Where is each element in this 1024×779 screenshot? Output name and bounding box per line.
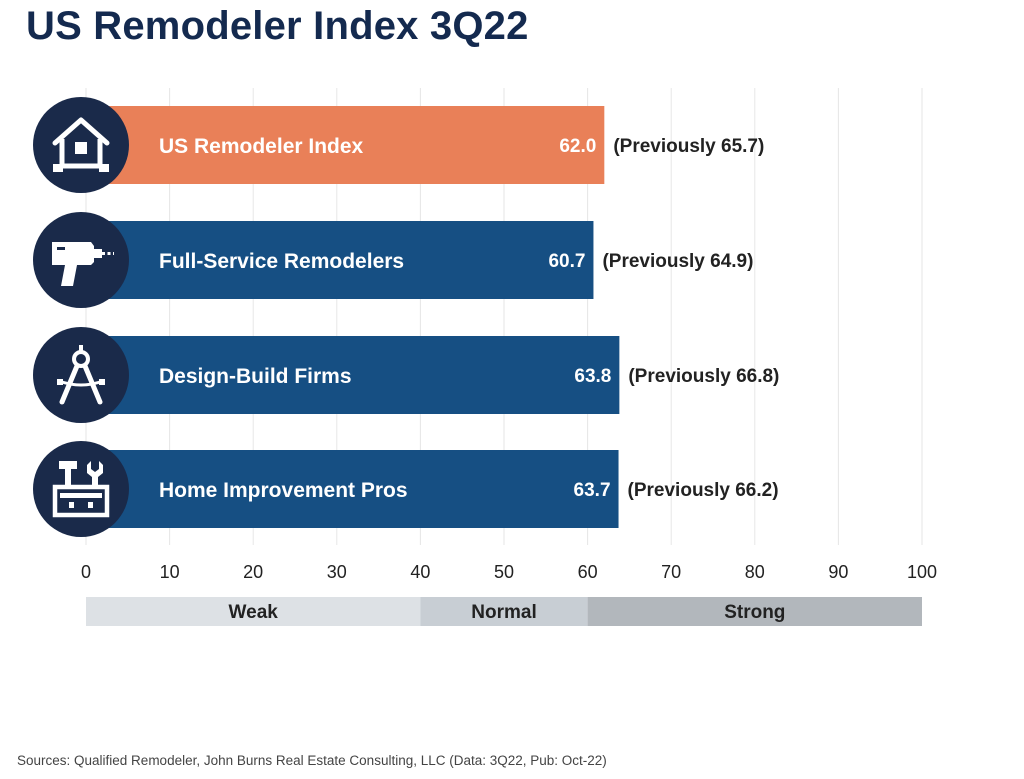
compass-arc-end-right <box>99 379 105 385</box>
band-strong <box>587 597 922 626</box>
right-foot <box>99 164 109 172</box>
x-tick-label: 10 <box>160 562 180 582</box>
x-tick-label: 60 <box>578 562 598 582</box>
toolbox-shelf <box>60 493 102 498</box>
previous-value-label: (Previously 65.7) <box>613 136 764 157</box>
bar <box>81 450 619 528</box>
previous-value-label: (Previously 66.2) <box>628 480 779 501</box>
bar-value-label: 62.0 <box>559 136 596 157</box>
house-walls <box>59 139 103 169</box>
drill-icon <box>33 212 129 308</box>
bar <box>81 221 594 299</box>
x-tick-label: 50 <box>494 562 514 582</box>
compass-icon <box>33 327 129 423</box>
band-weak <box>86 597 421 626</box>
compass-arc-end-left <box>57 379 63 385</box>
bars: US Remodeler Index 62.0 (Previously 65.7) F… <box>81 106 779 528</box>
category-icons <box>33 97 129 537</box>
x-axis-ticks: 0 10 20 30 40 50 60 70 80 90 100 <box>81 562 937 582</box>
toolbox-latch-left <box>69 502 74 508</box>
bar-value-label: 60.7 <box>548 251 585 272</box>
bar-value-label: 63.7 <box>574 480 611 501</box>
hammer-handle <box>65 467 71 487</box>
strength-bands: Weak Normal Strong <box>86 597 922 626</box>
x-tick-label: 20 <box>243 562 263 582</box>
drill-chuck <box>94 249 102 258</box>
toolbox-box <box>52 484 110 518</box>
drill-detail <box>57 247 65 250</box>
drill-body <box>52 242 94 286</box>
bar-category-label: US Remodeler Index <box>159 135 364 158</box>
previous-value-label: (Previously 64.9) <box>602 251 753 272</box>
x-tick-label: 70 <box>661 562 681 582</box>
toolbox-latch-right <box>88 502 93 508</box>
previous-value-label: (Previously 66.8) <box>628 366 779 387</box>
x-tick-label: 90 <box>828 562 848 582</box>
window-shape <box>75 142 87 154</box>
chart-title: US Remodeler Index 3Q22 <box>26 4 529 48</box>
toolbox-icon <box>33 441 129 537</box>
bar-category-label: Home Improvement Pros <box>159 479 408 502</box>
bar-category-label: Full-Service Remodelers <box>159 250 404 273</box>
house-icon <box>33 97 129 193</box>
bar-value-label: 63.8 <box>574 366 611 387</box>
hammer-head <box>59 461 77 469</box>
bar <box>81 336 620 414</box>
band-label: Normal <box>471 602 536 623</box>
x-tick-label: 100 <box>907 562 937 582</box>
band-normal <box>420 597 588 626</box>
roof-shape <box>52 117 110 146</box>
x-tick-label: 0 <box>81 562 91 582</box>
x-tick-label: 30 <box>327 562 347 582</box>
x-tick-label: 80 <box>745 562 765 582</box>
band-label: Weak <box>229 602 279 623</box>
icon-circle <box>33 327 129 423</box>
band-label: Strong <box>724 602 785 623</box>
x-tick-label: 40 <box>410 562 430 582</box>
bar-category-label: Design-Build Firms <box>159 365 352 388</box>
wrench-shape <box>87 461 103 487</box>
left-foot <box>53 164 63 172</box>
source-note: Sources: Qualified Remodeler, John Burns… <box>17 753 607 768</box>
bar <box>81 106 605 184</box>
